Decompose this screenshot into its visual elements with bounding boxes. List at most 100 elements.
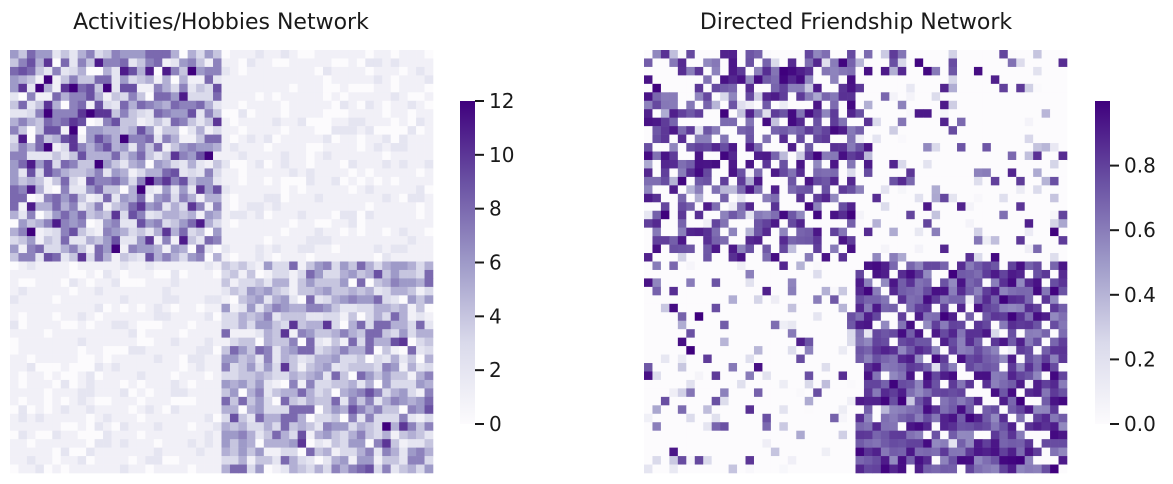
heatmap-cell <box>855 109 865 118</box>
heatmap-cell <box>213 329 222 338</box>
heatmap-cell <box>382 354 391 364</box>
heatmap-cell <box>931 320 941 330</box>
heatmap-cell <box>737 219 746 228</box>
heatmap-cell <box>931 405 941 415</box>
heatmap-cell <box>1041 278 1051 288</box>
heatmap-cell <box>1033 354 1042 364</box>
heatmap-cell <box>314 464 324 474</box>
heatmap-cell <box>128 202 138 212</box>
heatmap-cell <box>229 244 239 254</box>
heatmap-cell <box>323 176 332 186</box>
heatmap-cell <box>356 456 366 465</box>
heatmap-cell <box>272 66 282 76</box>
heatmap-cell <box>880 363 890 372</box>
heatmap-cell <box>356 58 366 68</box>
heatmap-cell <box>652 363 662 372</box>
heatmap-cell <box>753 168 763 178</box>
heatmap-cell <box>728 447 738 457</box>
heatmap-cell <box>804 50 814 59</box>
heatmap-cell <box>221 83 231 93</box>
heatmap-cell <box>669 58 679 68</box>
heatmap-cell <box>762 253 772 262</box>
heatmap-cell <box>948 58 958 68</box>
heatmap-cell <box>940 219 949 228</box>
heatmap-cell <box>390 185 400 195</box>
heatmap-cell <box>948 447 958 457</box>
heatmap-cell <box>280 100 290 110</box>
heatmap-cell <box>382 66 391 76</box>
heatmap-cell <box>863 363 873 372</box>
heatmap-cell <box>889 413 899 423</box>
heatmap-cell <box>644 396 653 406</box>
heatmap-cell <box>348 92 358 102</box>
heatmap-cell <box>940 244 949 254</box>
heatmap-cell <box>77 117 87 127</box>
heatmap-cell <box>804 337 814 347</box>
heatmap-cell <box>323 405 332 415</box>
heatmap-cell <box>111 278 121 288</box>
heatmap-cell <box>787 202 797 212</box>
heatmap-cell <box>18 295 28 305</box>
heatmap-cell <box>770 244 780 254</box>
heatmap-cell <box>1016 227 1025 237</box>
heatmap-cell <box>957 312 966 322</box>
heatmap-cell <box>255 312 265 322</box>
heatmap-cell <box>365 269 375 279</box>
heatmap-cell <box>238 151 248 161</box>
heatmap-cell <box>339 100 349 110</box>
heatmap-cell <box>43 143 53 152</box>
heatmap-cell <box>196 312 205 322</box>
heatmap-cell <box>69 346 78 355</box>
heatmap-cell <box>753 413 763 423</box>
heatmap-cell <box>965 75 975 85</box>
heatmap-cell <box>1016 413 1025 423</box>
heatmap-cell <box>914 83 924 93</box>
heatmap-cell <box>314 413 324 423</box>
heatmap-cell <box>424 109 434 118</box>
heatmap-cell <box>263 379 273 389</box>
heatmap-cell <box>111 354 121 364</box>
heatmap-cell <box>838 83 848 93</box>
heatmap-cell <box>1024 151 1034 161</box>
heatmap-cell <box>373 422 383 431</box>
heatmap-cell <box>179 405 188 415</box>
heatmap-cell <box>204 75 214 85</box>
heatmap-cell <box>399 405 408 415</box>
heatmap-cell <box>272 269 282 279</box>
heatmap-cell <box>196 286 205 296</box>
heatmap-cell <box>424 92 434 102</box>
heatmap-cell <box>855 50 865 59</box>
heatmap-cell <box>179 396 188 406</box>
heatmap-cell <box>60 92 70 102</box>
heatmap-cell <box>990 261 1000 271</box>
heatmap-cell <box>272 456 282 465</box>
heatmap-cell <box>694 143 704 152</box>
heatmap-cell <box>103 210 112 220</box>
heatmap-cell <box>221 126 231 135</box>
heatmap-cell <box>897 151 907 161</box>
heatmap-cell <box>1033 126 1042 135</box>
heatmap-cell <box>145 210 155 220</box>
heatmap-cell <box>399 447 408 457</box>
heatmap-cell <box>703 329 712 338</box>
heatmap-cell <box>399 126 408 135</box>
heatmap-cell <box>35 464 45 474</box>
heatmap-cell <box>813 388 822 398</box>
heatmap-cell <box>187 109 197 118</box>
heatmap-cell <box>221 244 231 254</box>
heatmap-cell <box>720 303 729 313</box>
heatmap-cell <box>179 58 188 68</box>
heatmap-cell <box>728 151 738 161</box>
heatmap-cell <box>948 50 958 59</box>
heatmap-cell <box>373 278 383 288</box>
heatmap-cell <box>179 261 188 271</box>
heatmap-cell <box>196 253 205 262</box>
heatmap-cell <box>10 269 19 279</box>
heatmap-cell <box>399 464 408 474</box>
heatmap-cell <box>339 337 349 347</box>
heatmap-cell <box>686 337 696 347</box>
heatmap-cell <box>179 92 188 102</box>
heatmap-cell <box>86 379 95 389</box>
heatmap-cell <box>365 379 375 389</box>
heatmap-cell <box>872 286 882 296</box>
